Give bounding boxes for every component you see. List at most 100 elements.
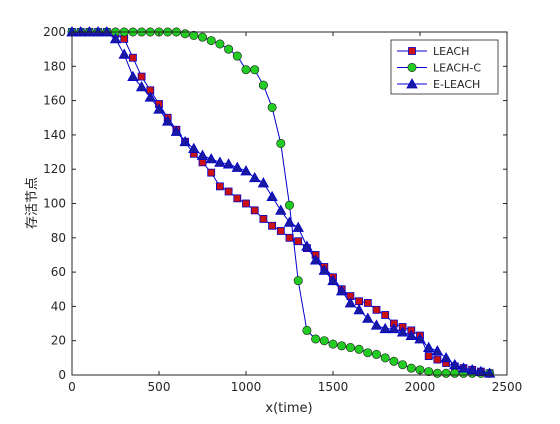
- data-point: [381, 311, 390, 319]
- data-point: [285, 233, 294, 242]
- data-point: [389, 356, 399, 366]
- x-tick-label: 1500: [318, 380, 349, 394]
- data-point: [232, 51, 242, 61]
- data-point: [284, 200, 294, 210]
- data-point: [301, 240, 313, 251]
- data-point: [475, 365, 487, 376]
- x-tick-label: 1000: [231, 380, 262, 394]
- data-point: [258, 80, 268, 90]
- data-point: [345, 343, 355, 353]
- data-point: [370, 319, 383, 330]
- data-point: [275, 204, 287, 215]
- data-point: [433, 355, 442, 364]
- data-point: [406, 363, 416, 373]
- data-point: [292, 221, 304, 232]
- data-point: [118, 48, 130, 59]
- data-point: [396, 326, 409, 337]
- data-point: [336, 285, 348, 296]
- legend-marker: [407, 62, 417, 72]
- data-point: [441, 368, 451, 378]
- data-point: [267, 102, 277, 112]
- data-point: [362, 312, 374, 323]
- data-point: [372, 305, 381, 314]
- data-point: [207, 168, 216, 177]
- data-point: [398, 360, 408, 370]
- data-point: [276, 227, 285, 235]
- legend-item: E-LEACH: [397, 78, 480, 91]
- data-point: [250, 65, 260, 75]
- legend-item: LEACH-C: [397, 62, 481, 75]
- data-point: [198, 158, 207, 167]
- data-point: [431, 345, 444, 356]
- data-point: [355, 297, 364, 306]
- data-point: [318, 264, 330, 275]
- x-axis-label: x(time): [265, 401, 312, 416]
- data-point: [153, 103, 165, 114]
- data-point: [268, 221, 277, 230]
- data-point: [457, 362, 470, 373]
- legend-marker: [406, 78, 418, 89]
- data-point: [249, 171, 261, 183]
- data-point: [380, 353, 390, 363]
- data-point: [257, 177, 270, 188]
- y-tick-label: 60: [51, 265, 66, 279]
- data-point: [240, 165, 252, 176]
- x-tick-label: 0: [68, 380, 76, 394]
- data-point: [109, 33, 122, 44]
- data-point: [135, 81, 148, 92]
- x-tick-label: 2000: [405, 380, 436, 394]
- ticks-layer: 0 500 1000 1500 2000 2500 0 20 40 60 80 100 120 140 16…: [43, 25, 522, 394]
- data-point: [128, 53, 137, 62]
- data-point: [137, 72, 146, 81]
- data-point: [180, 29, 190, 39]
- data-point: [198, 32, 208, 42]
- data-point: [449, 358, 461, 370]
- legend-label: LEACH: [433, 45, 469, 58]
- data-point: [222, 158, 235, 169]
- data-point: [214, 156, 226, 167]
- data-point: [196, 149, 209, 160]
- y-tick-label: 180: [43, 59, 66, 73]
- data-point: [353, 304, 365, 315]
- data-point: [189, 30, 199, 40]
- y-axis-label: 存活节点: [25, 177, 40, 229]
- data-point: [423, 341, 435, 352]
- data-point: [319, 336, 329, 346]
- data-point: [466, 364, 478, 375]
- data-point: [144, 91, 156, 102]
- data-point: [414, 333, 426, 344]
- data-point: [450, 368, 460, 378]
- data-point: [206, 36, 216, 46]
- data-point: [266, 190, 278, 202]
- data-point: [179, 135, 191, 147]
- data-point: [170, 125, 183, 136]
- y-tick-label: 20: [51, 334, 66, 348]
- data-point: [250, 206, 259, 215]
- data-point: [259, 215, 268, 223]
- data-point: [302, 325, 312, 335]
- data-point: [337, 341, 347, 351]
- data-point: [354, 344, 364, 354]
- y-tick-label: 40: [51, 299, 66, 313]
- series-leach-c: [67, 27, 495, 378]
- legend-item: LEACH: [397, 45, 469, 58]
- x-tick-label: 2500: [492, 380, 523, 394]
- data-point: [127, 70, 139, 81]
- data-point: [363, 299, 372, 307]
- data-point: [233, 194, 242, 203]
- y-tick-label: 160: [43, 94, 66, 108]
- data-point: [309, 254, 322, 265]
- data-point: [371, 349, 381, 359]
- data-point: [327, 274, 339, 286]
- data-point: [440, 352, 452, 363]
- data-point: [188, 142, 200, 154]
- data-point: [224, 44, 234, 54]
- data-point: [241, 65, 251, 75]
- y-tick-label: 0: [58, 368, 66, 382]
- y-tick-label: 100: [43, 197, 66, 211]
- data-point: [328, 339, 338, 349]
- series-e-leach: [66, 26, 496, 378]
- data-point: [424, 352, 433, 361]
